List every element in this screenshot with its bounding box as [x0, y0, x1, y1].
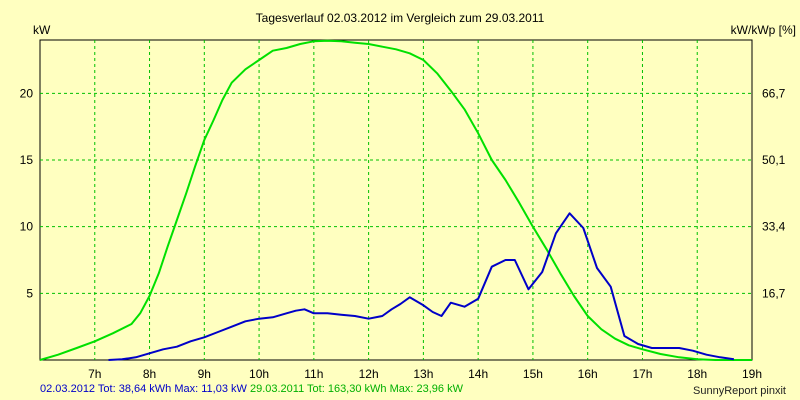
y-tick-label: 5: [26, 286, 33, 300]
x-tick-label: 13h: [413, 367, 433, 381]
series-layer: [39, 39, 752, 361]
x-tick-label: 8h: [143, 367, 156, 381]
x-tick-label: 17h: [632, 367, 652, 381]
x-tick-label: 14h: [468, 367, 488, 381]
x-tick-label: 12h: [359, 367, 379, 381]
x-tick-label: 15h: [523, 367, 543, 381]
x-tick-label: 18h: [687, 367, 707, 381]
y-tick-label: 10: [20, 220, 34, 234]
series-line-2: [39, 39, 752, 361]
legend-series-2: 29.03.2011 Tot: 163,30 kWh Max: 23,96 kW: [249, 383, 463, 395]
y-tick-label: 15: [20, 153, 34, 167]
x-tick-label: 10h: [249, 367, 269, 381]
y-tick-label: 20: [20, 86, 34, 100]
x-tick-label: 19h: [742, 367, 762, 381]
x-tick-label: 9h: [198, 367, 211, 381]
series-line-1: [108, 212, 735, 361]
y2-tick-label: 50,1: [762, 153, 786, 167]
x-tick-label: 7h: [88, 367, 101, 381]
plot-area: [39, 39, 753, 361]
y-axis-label: kW: [33, 23, 51, 37]
y2-axis-label: kW/kWp [%]: [731, 23, 796, 37]
chart-title: Tagesverlauf 02.03.2012 im Vergleich zum…: [256, 11, 545, 25]
x-tick-label: 11h: [304, 367, 323, 381]
tick-labels: 7h 8h 9h 10h 11h 12h 13h 14h 15h 16h 17h 18h 19h 5 16,…: [20, 86, 786, 381]
legend-series-1: 02.03.2012 Tot: 38,64 kWh Max: 11,03 kW: [40, 383, 247, 395]
y2-tick-label: 16,7: [762, 286, 786, 300]
y2-tick-label: 33,4: [762, 220, 786, 234]
x-tick-label: 16h: [578, 367, 598, 381]
y2-tick-label: 66,7: [762, 86, 786, 100]
credit-text: SunnyReport pinxit: [693, 385, 786, 397]
footer-legend: 02.03.2012 Tot: 38,64 kWh Max: 11,03 kW …: [40, 383, 463, 395]
grid: [40, 40, 752, 360]
